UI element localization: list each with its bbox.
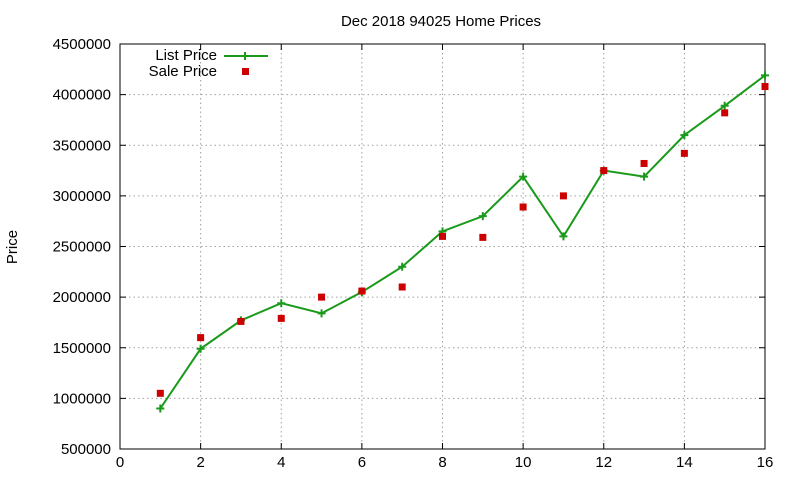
x-tick-labels: 0 2 4 6 8 10 12 14 16 bbox=[116, 454, 774, 471]
grid bbox=[120, 44, 765, 449]
list-price-point bbox=[640, 172, 649, 181]
list-price-point bbox=[720, 101, 729, 110]
sale-price-point bbox=[721, 109, 729, 117]
legend-label-sale-price: Sale Price bbox=[149, 63, 217, 80]
y-tick-label: 2500000 bbox=[53, 239, 111, 256]
legend-label-list-price: List Price bbox=[155, 47, 217, 64]
sale-price-point bbox=[479, 233, 487, 241]
sale-price-point bbox=[318, 293, 326, 301]
y-tick-label: 3500000 bbox=[53, 137, 111, 154]
sale-price-point bbox=[680, 149, 688, 157]
list-price-point bbox=[156, 404, 165, 413]
y-tick-label: 1500000 bbox=[53, 340, 111, 357]
sale-price-point bbox=[156, 389, 164, 397]
sale-price-point bbox=[640, 159, 648, 167]
x-tick-label: 14 bbox=[676, 454, 693, 471]
list-price-point bbox=[559, 232, 568, 241]
y-tick-label: 3000000 bbox=[53, 188, 111, 205]
list-price-point bbox=[761, 71, 769, 80]
plot-frame bbox=[119, 43, 766, 450]
x-tick-label: 4 bbox=[277, 454, 285, 471]
sale-price-point bbox=[519, 203, 527, 211]
chart-title: Dec 2018 94025 Home Prices bbox=[341, 13, 541, 30]
sale-price-point bbox=[237, 317, 245, 325]
x-tick-label: 0 bbox=[116, 454, 124, 471]
y-tick-label: 1000000 bbox=[53, 390, 111, 407]
list-price-point bbox=[680, 131, 689, 140]
x-tick-label: 8 bbox=[438, 454, 446, 471]
legend-square-sale-price bbox=[242, 68, 249, 75]
y-tick-labels: 500000 1000000 1500000 2000000 2500000 300000… bbox=[53, 36, 111, 458]
list-price-point bbox=[196, 344, 205, 353]
x-tick-label: 12 bbox=[595, 454, 612, 471]
sale-price-point bbox=[761, 83, 769, 91]
list-price-point bbox=[277, 299, 286, 308]
list-price-point bbox=[317, 309, 326, 318]
sale-price-point bbox=[439, 232, 446, 240]
x-tick-label: 10 bbox=[515, 454, 532, 471]
list-price-point bbox=[398, 262, 407, 271]
list-price-point bbox=[519, 172, 528, 181]
list-price-point bbox=[478, 212, 487, 221]
sale-price-point bbox=[559, 192, 567, 200]
y-tick-label: 500000 bbox=[61, 441, 111, 458]
x-tick-label: 6 bbox=[358, 454, 366, 471]
legend-cross-list-price bbox=[241, 52, 249, 60]
sale-price-point bbox=[358, 287, 366, 295]
legend: List Price Sale Price bbox=[149, 47, 268, 80]
y-tick-label: 4000000 bbox=[53, 87, 111, 104]
sale-price-point bbox=[277, 314, 285, 322]
sale-price-point bbox=[197, 334, 205, 342]
series-layer bbox=[156, 71, 769, 413]
sale-price-point bbox=[600, 167, 608, 175]
y-tick-label: 4500000 bbox=[53, 36, 111, 53]
y-axis-label: Price bbox=[4, 230, 21, 264]
x-tick-label: 2 bbox=[196, 454, 204, 471]
list-price-line bbox=[159, 74, 766, 410]
sale-price-point bbox=[398, 283, 406, 291]
y-tick-label: 2000000 bbox=[53, 289, 111, 306]
x-tick-label: 16 bbox=[757, 454, 774, 471]
